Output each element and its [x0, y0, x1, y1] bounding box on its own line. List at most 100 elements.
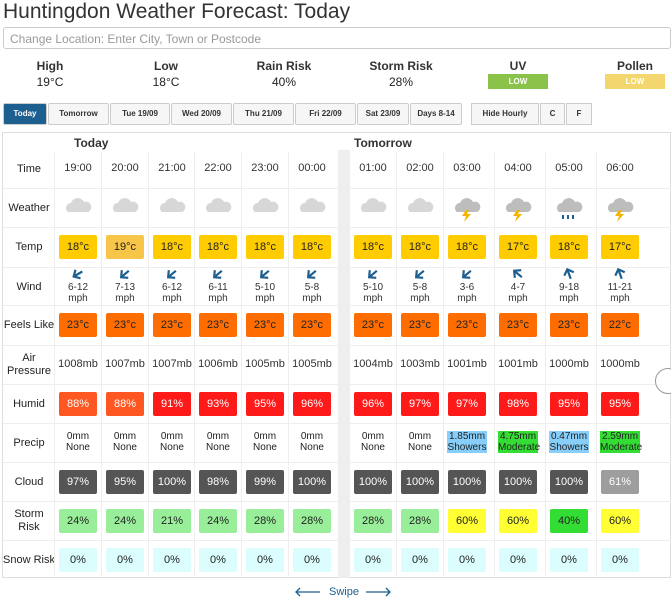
weather-icon [66, 198, 92, 212]
row-label: Humid [13, 397, 45, 410]
wind-arrow [512, 269, 523, 279]
precip-type: None [160, 442, 184, 453]
tab[interactable]: Tue 19/09 [110, 103, 170, 125]
time: 00:00 [298, 162, 326, 174]
cloud-cell: 100% [401, 470, 439, 494]
option-button[interactable]: C [540, 103, 565, 125]
cloud-cell: 100% [293, 470, 331, 494]
storm-cell: 28% [401, 509, 439, 533]
weather-icon [408, 198, 434, 212]
storm-cell: 21% [153, 509, 191, 533]
precip-type: None [300, 442, 324, 453]
time: 04:00 [504, 162, 532, 174]
time: 06:00 [606, 162, 634, 174]
temp-cell: 18°c [550, 235, 588, 259]
wind: 9-18 mph [558, 282, 579, 304]
tab[interactable]: Thu 21/09 [233, 103, 294, 125]
temp-cell: 17°c [601, 235, 639, 259]
cloud-cell: 97% [59, 470, 97, 494]
title: Huntingdon Weather Forecast: Today [3, 0, 351, 23]
precip-type: None [66, 442, 90, 453]
humid-cell: 93% [199, 392, 237, 416]
summary-label: Pollen [616, 59, 653, 73]
time: 22:00 [204, 162, 232, 174]
column-separator [101, 152, 102, 576]
storm-cell: 24% [59, 509, 97, 533]
precip-amount: 0.47mm [549, 431, 589, 442]
day-gap [338, 150, 350, 578]
wind: 7-13 mph [114, 282, 135, 304]
tab[interactable]: Sat 23/09 [357, 103, 409, 125]
humid-cell: 96% [354, 392, 392, 416]
column-separator [443, 152, 444, 576]
wind-arrow [367, 269, 378, 279]
time: 19:00 [64, 162, 92, 174]
cloud-cell: 100% [354, 470, 392, 494]
feels-cell: 23°c [199, 313, 237, 337]
precip-type: Showers [447, 442, 487, 453]
humid-cell: 88% [106, 392, 144, 416]
precip-amount: 0mm [300, 431, 324, 442]
pressure: 1005mb [292, 358, 332, 370]
option-button[interactable]: Hide Hourly [471, 103, 539, 125]
pressure: 1007mb [152, 358, 192, 370]
pressure: 1007mb [105, 358, 145, 370]
tab[interactable]: Today [3, 103, 47, 125]
row-divider [3, 227, 671, 228]
weather-icon [506, 198, 532, 222]
pressure: 1003mb [400, 358, 440, 370]
tab[interactable]: Wed 20/09 [171, 103, 232, 125]
column-separator [194, 152, 195, 576]
precip-amount: 0mm [113, 431, 137, 442]
weather-icon [300, 198, 326, 212]
temp-cell: 18°c [199, 235, 237, 259]
feels-cell: 23°c [448, 313, 486, 337]
humid-cell: 97% [401, 392, 439, 416]
row-divider [3, 423, 671, 424]
row-divider [3, 540, 671, 541]
snow-cell: 0% [293, 548, 331, 572]
summary-label: Rain Risk [256, 59, 312, 73]
tab[interactable]: Days 8-14 [410, 103, 462, 125]
wind: 4-7 mph [508, 282, 528, 304]
row-divider [3, 462, 671, 463]
precip-type: None [253, 442, 277, 453]
storm-cell: 24% [106, 509, 144, 533]
snow-cell: 0% [354, 548, 392, 572]
column-separator [148, 152, 149, 576]
search-box[interactable]: Change Location: Enter City, Town or Pos… [3, 27, 671, 49]
storm-cell: 28% [354, 509, 392, 533]
wind: 5-8 mph [302, 282, 322, 304]
row-label: Precip [13, 436, 45, 449]
tab[interactable]: Tomorrow [48, 103, 109, 125]
wind: 6-12 mph [67, 282, 88, 304]
snow-cell: 0% [199, 548, 237, 572]
wind-arrow [119, 269, 130, 279]
feels-cell: 23°c [106, 313, 144, 337]
column-separator [241, 152, 242, 576]
tab[interactable]: Fri 22/09 [295, 103, 356, 125]
storm-cell: 60% [499, 509, 537, 533]
column-separator [349, 152, 350, 576]
time: 03:00 [453, 162, 481, 174]
temp-cell: 18°c [293, 235, 331, 259]
pressure: 1006mb [198, 358, 238, 370]
column-separator [545, 152, 546, 576]
wind-arrow [72, 269, 83, 280]
wind: 5-10 mph [362, 282, 383, 304]
option-button[interactable]: F [566, 103, 592, 125]
precip-type: None [408, 442, 432, 453]
storm-cell: 40% [550, 509, 588, 533]
time: 05:00 [555, 162, 583, 174]
weather-icon [455, 198, 481, 222]
storm-cell: 24% [199, 509, 237, 533]
precip-amount: 0mm [361, 431, 385, 442]
snow-cell: 0% [550, 548, 588, 572]
humid-cell: 95% [601, 392, 639, 416]
feels-cell: 23°c [550, 313, 588, 337]
snow-cell: 0% [448, 548, 486, 572]
weather-icon [206, 198, 232, 212]
wind-arrow [259, 269, 270, 279]
wind: 3-6 mph [457, 282, 477, 304]
row-divider [3, 384, 671, 385]
